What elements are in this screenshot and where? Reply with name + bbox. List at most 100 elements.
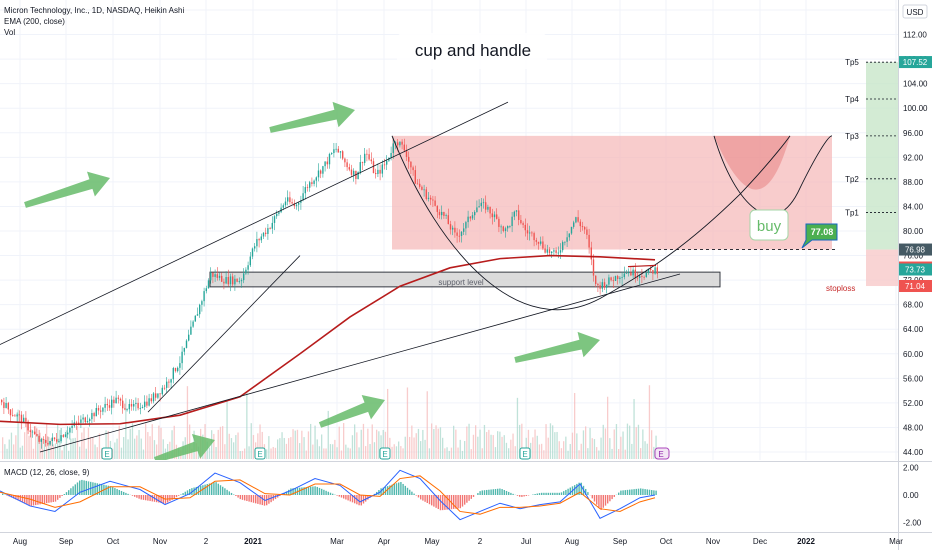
volume-bar xyxy=(336,447,337,459)
candle-body xyxy=(652,270,653,274)
volume-bar xyxy=(246,392,247,459)
macd-legend: MACD (12, 26, close, 9) xyxy=(4,468,90,477)
macd-histogram-bar xyxy=(323,490,324,495)
candle-body xyxy=(269,228,270,229)
volume-bar xyxy=(440,427,441,459)
earnings-marker[interactable]: E xyxy=(102,448,112,459)
target-zone-green xyxy=(866,62,898,249)
candle-body xyxy=(507,226,508,228)
macd-histogram-bar xyxy=(211,483,212,495)
volume-bar xyxy=(330,444,331,459)
x-tick-label: 2021 xyxy=(244,537,262,546)
candle-body xyxy=(509,226,510,227)
volume-bar xyxy=(477,437,478,459)
macd-histogram-bar xyxy=(420,495,421,499)
macd-histogram-bar xyxy=(222,487,223,495)
candle-body xyxy=(503,226,504,231)
buy-callout: buy xyxy=(750,210,788,240)
candle-body xyxy=(305,187,306,193)
macd-histogram-bar xyxy=(416,495,417,496)
earnings-marker[interactable]: E xyxy=(255,448,265,459)
candle-body xyxy=(113,400,114,403)
volume-bar xyxy=(561,448,562,459)
volume-bar xyxy=(319,446,320,459)
volume-bar xyxy=(358,447,359,459)
volume-bar xyxy=(35,426,36,459)
candle-body xyxy=(500,226,501,227)
candle-body xyxy=(599,285,600,288)
volume-bar xyxy=(497,431,498,459)
macd-histogram-bar xyxy=(405,486,406,495)
earnings-marker-upcoming[interactable]: E xyxy=(655,448,669,459)
candle-body xyxy=(87,421,88,422)
candle-body xyxy=(538,242,539,244)
macd-histogram-bar xyxy=(110,486,111,495)
macd-histogram-bar xyxy=(519,495,520,497)
candle-body xyxy=(595,276,596,284)
candle-body xyxy=(580,222,581,227)
macd-histogram-bar xyxy=(253,495,254,503)
volume-bar xyxy=(499,432,500,459)
earnings-marker[interactable]: E xyxy=(520,448,530,459)
macd-histogram-bar xyxy=(354,495,355,503)
candle-body xyxy=(617,276,618,279)
candle-body xyxy=(159,393,160,394)
candle-body xyxy=(272,223,273,229)
volume-bar xyxy=(506,443,507,459)
volume-bar xyxy=(631,444,632,459)
macd-histogram-bar xyxy=(145,495,146,500)
macd-histogram-bar xyxy=(314,486,315,495)
macd-histogram-bar xyxy=(114,488,115,495)
volume-bar xyxy=(24,432,25,459)
volume-bar xyxy=(297,430,298,459)
macd-histogram-bar xyxy=(477,493,478,495)
macd-histogram-bar xyxy=(75,484,76,495)
candle-body xyxy=(483,202,484,203)
candle-body xyxy=(208,280,209,288)
volume-bar xyxy=(284,438,285,459)
volume-bar xyxy=(438,429,439,459)
volume-bar xyxy=(4,444,5,459)
macd-histogram-bar xyxy=(347,495,348,500)
macd-histogram-bar xyxy=(508,492,509,495)
macd-histogram-bar xyxy=(449,495,450,509)
candle-body xyxy=(111,400,112,408)
macd-histogram-bar xyxy=(609,495,610,501)
macd-histogram-bar xyxy=(246,495,247,501)
candle-body xyxy=(93,413,94,416)
candle-body xyxy=(98,408,99,411)
macd-histogram-bar xyxy=(53,495,54,502)
candle-body xyxy=(542,241,543,248)
macd-histogram-bar xyxy=(24,495,25,503)
candle-body xyxy=(195,316,196,322)
volume-bar xyxy=(420,441,421,459)
macd-histogram-bar xyxy=(460,495,461,508)
volume-bar xyxy=(515,446,516,459)
candle-body xyxy=(386,161,387,165)
volume-bar xyxy=(574,393,575,459)
volume-bar xyxy=(13,444,14,459)
volume-bar xyxy=(572,433,573,459)
candle-body xyxy=(582,226,583,227)
volume-bar xyxy=(378,431,379,459)
volume-bar xyxy=(325,448,326,459)
candle-body xyxy=(3,402,4,408)
candle-body xyxy=(646,273,647,277)
macd-histogram-bar xyxy=(136,495,137,498)
macd-histogram-bar xyxy=(554,493,555,495)
volume-bar xyxy=(145,423,146,459)
volume-bar xyxy=(253,435,254,459)
currency-selector[interactable]: USD xyxy=(903,5,927,18)
macd-histogram-bar xyxy=(215,482,216,495)
y-tick-label: 92.00 xyxy=(903,153,924,162)
candle-body xyxy=(278,212,279,214)
candle-body xyxy=(335,149,336,150)
macd-histogram-bar xyxy=(497,489,498,495)
candle-body xyxy=(131,404,132,407)
macd-histogram-bar xyxy=(31,495,32,506)
candle-body xyxy=(404,145,405,151)
macd-histogram-bar xyxy=(493,489,494,495)
earnings-marker[interactable]: E xyxy=(380,448,390,459)
candle-body xyxy=(175,368,176,371)
macd-histogram-bar xyxy=(486,490,487,495)
